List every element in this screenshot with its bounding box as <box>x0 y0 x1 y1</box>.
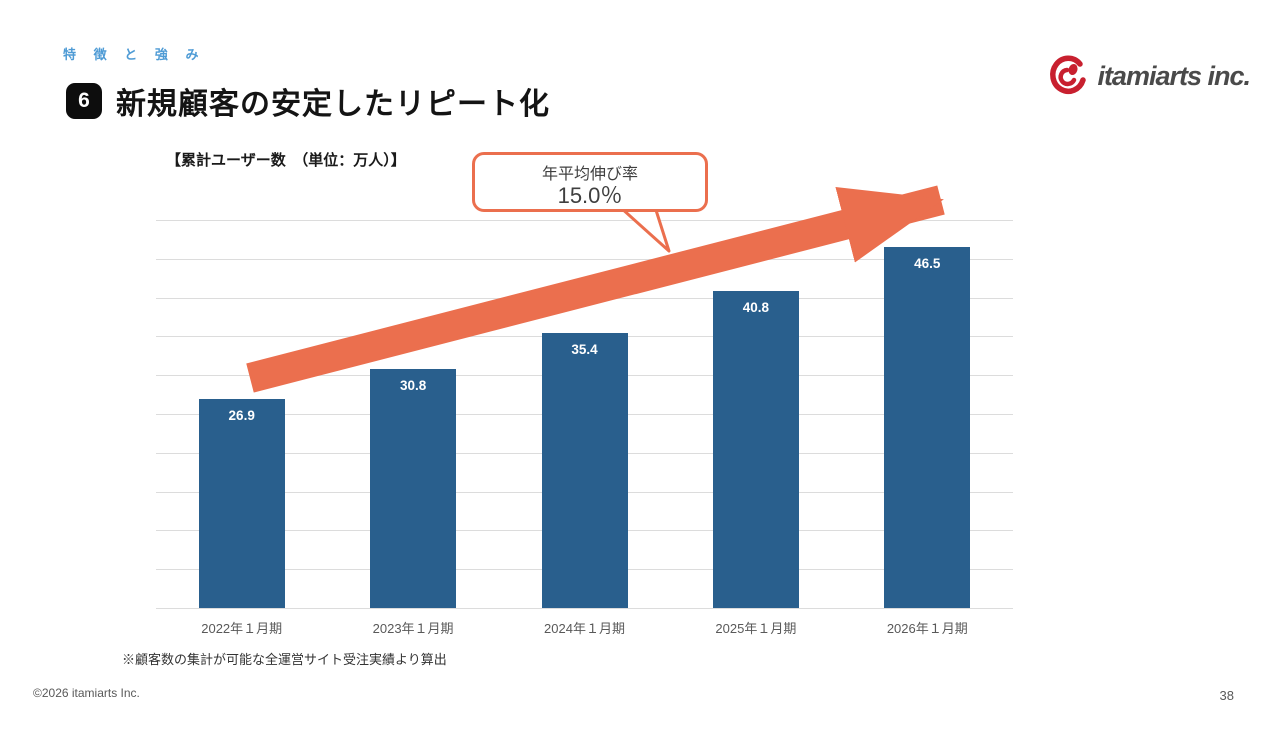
x-axis-label: 2022年１月期 <box>201 621 283 636</box>
page-title: 新規顧客の安定したリピート化 <box>116 88 550 121</box>
company-logo: itamiarts inc. <box>1047 54 1251 98</box>
x-axis-label: 2025年１月期 <box>715 621 797 636</box>
bar-2024年１月期: 35.4 <box>541 333 628 608</box>
bar-2025年１月期: 40.8 <box>712 291 799 608</box>
bar-value-label: 46.5 <box>914 256 941 272</box>
copyright: ©2026 itamiarts Inc. <box>33 686 140 700</box>
bar-2022年１月期: 26.9 <box>198 399 285 608</box>
callout-value: 15.0％ <box>557 183 623 208</box>
title-row: 6 新規顧客の安定したリピート化 <box>66 79 550 123</box>
gridline <box>156 608 1013 609</box>
callout-label: 年平均伸び率 <box>541 166 638 183</box>
eyebrow-heading: 特 徴 と 強 み <box>63 47 206 62</box>
bar-value-label: 30.8 <box>399 378 427 393</box>
growth-rate-callout: 年平均伸び率 15.0％ <box>472 152 708 212</box>
bar-value-label: 40.8 <box>742 300 770 316</box>
footnote: ※顧客数の集計が可能な全運営サイト受注実績より算出 <box>122 652 447 667</box>
page-number: 38 <box>1219 688 1234 703</box>
gridline <box>156 220 1013 221</box>
logo-text: itamiarts inc. <box>1097 60 1251 91</box>
bar-value-label: 35.4 <box>571 342 598 358</box>
bar-value-label: 26.9 <box>228 408 255 424</box>
x-axis-label: 2024年１月期 <box>544 621 625 636</box>
x-axis-label: 2026年１月期 <box>886 621 968 636</box>
section-number-badge: 6 <box>66 83 102 119</box>
bar-chart: 26.9 2022年１月期 30.8 2023年１月期 35.4 2024年１月期 40.8… <box>156 220 1013 636</box>
bar-2026年１月期: 46.5 <box>884 247 971 608</box>
x-axis-label: 2023年１月期 <box>372 621 454 636</box>
chart-title: 【累計ユーザー数 （単位：万人）】 <box>166 152 406 169</box>
bar-2023年１月期: 30.8 <box>370 369 457 608</box>
logo-swirl-icon <box>1050 55 1087 95</box>
